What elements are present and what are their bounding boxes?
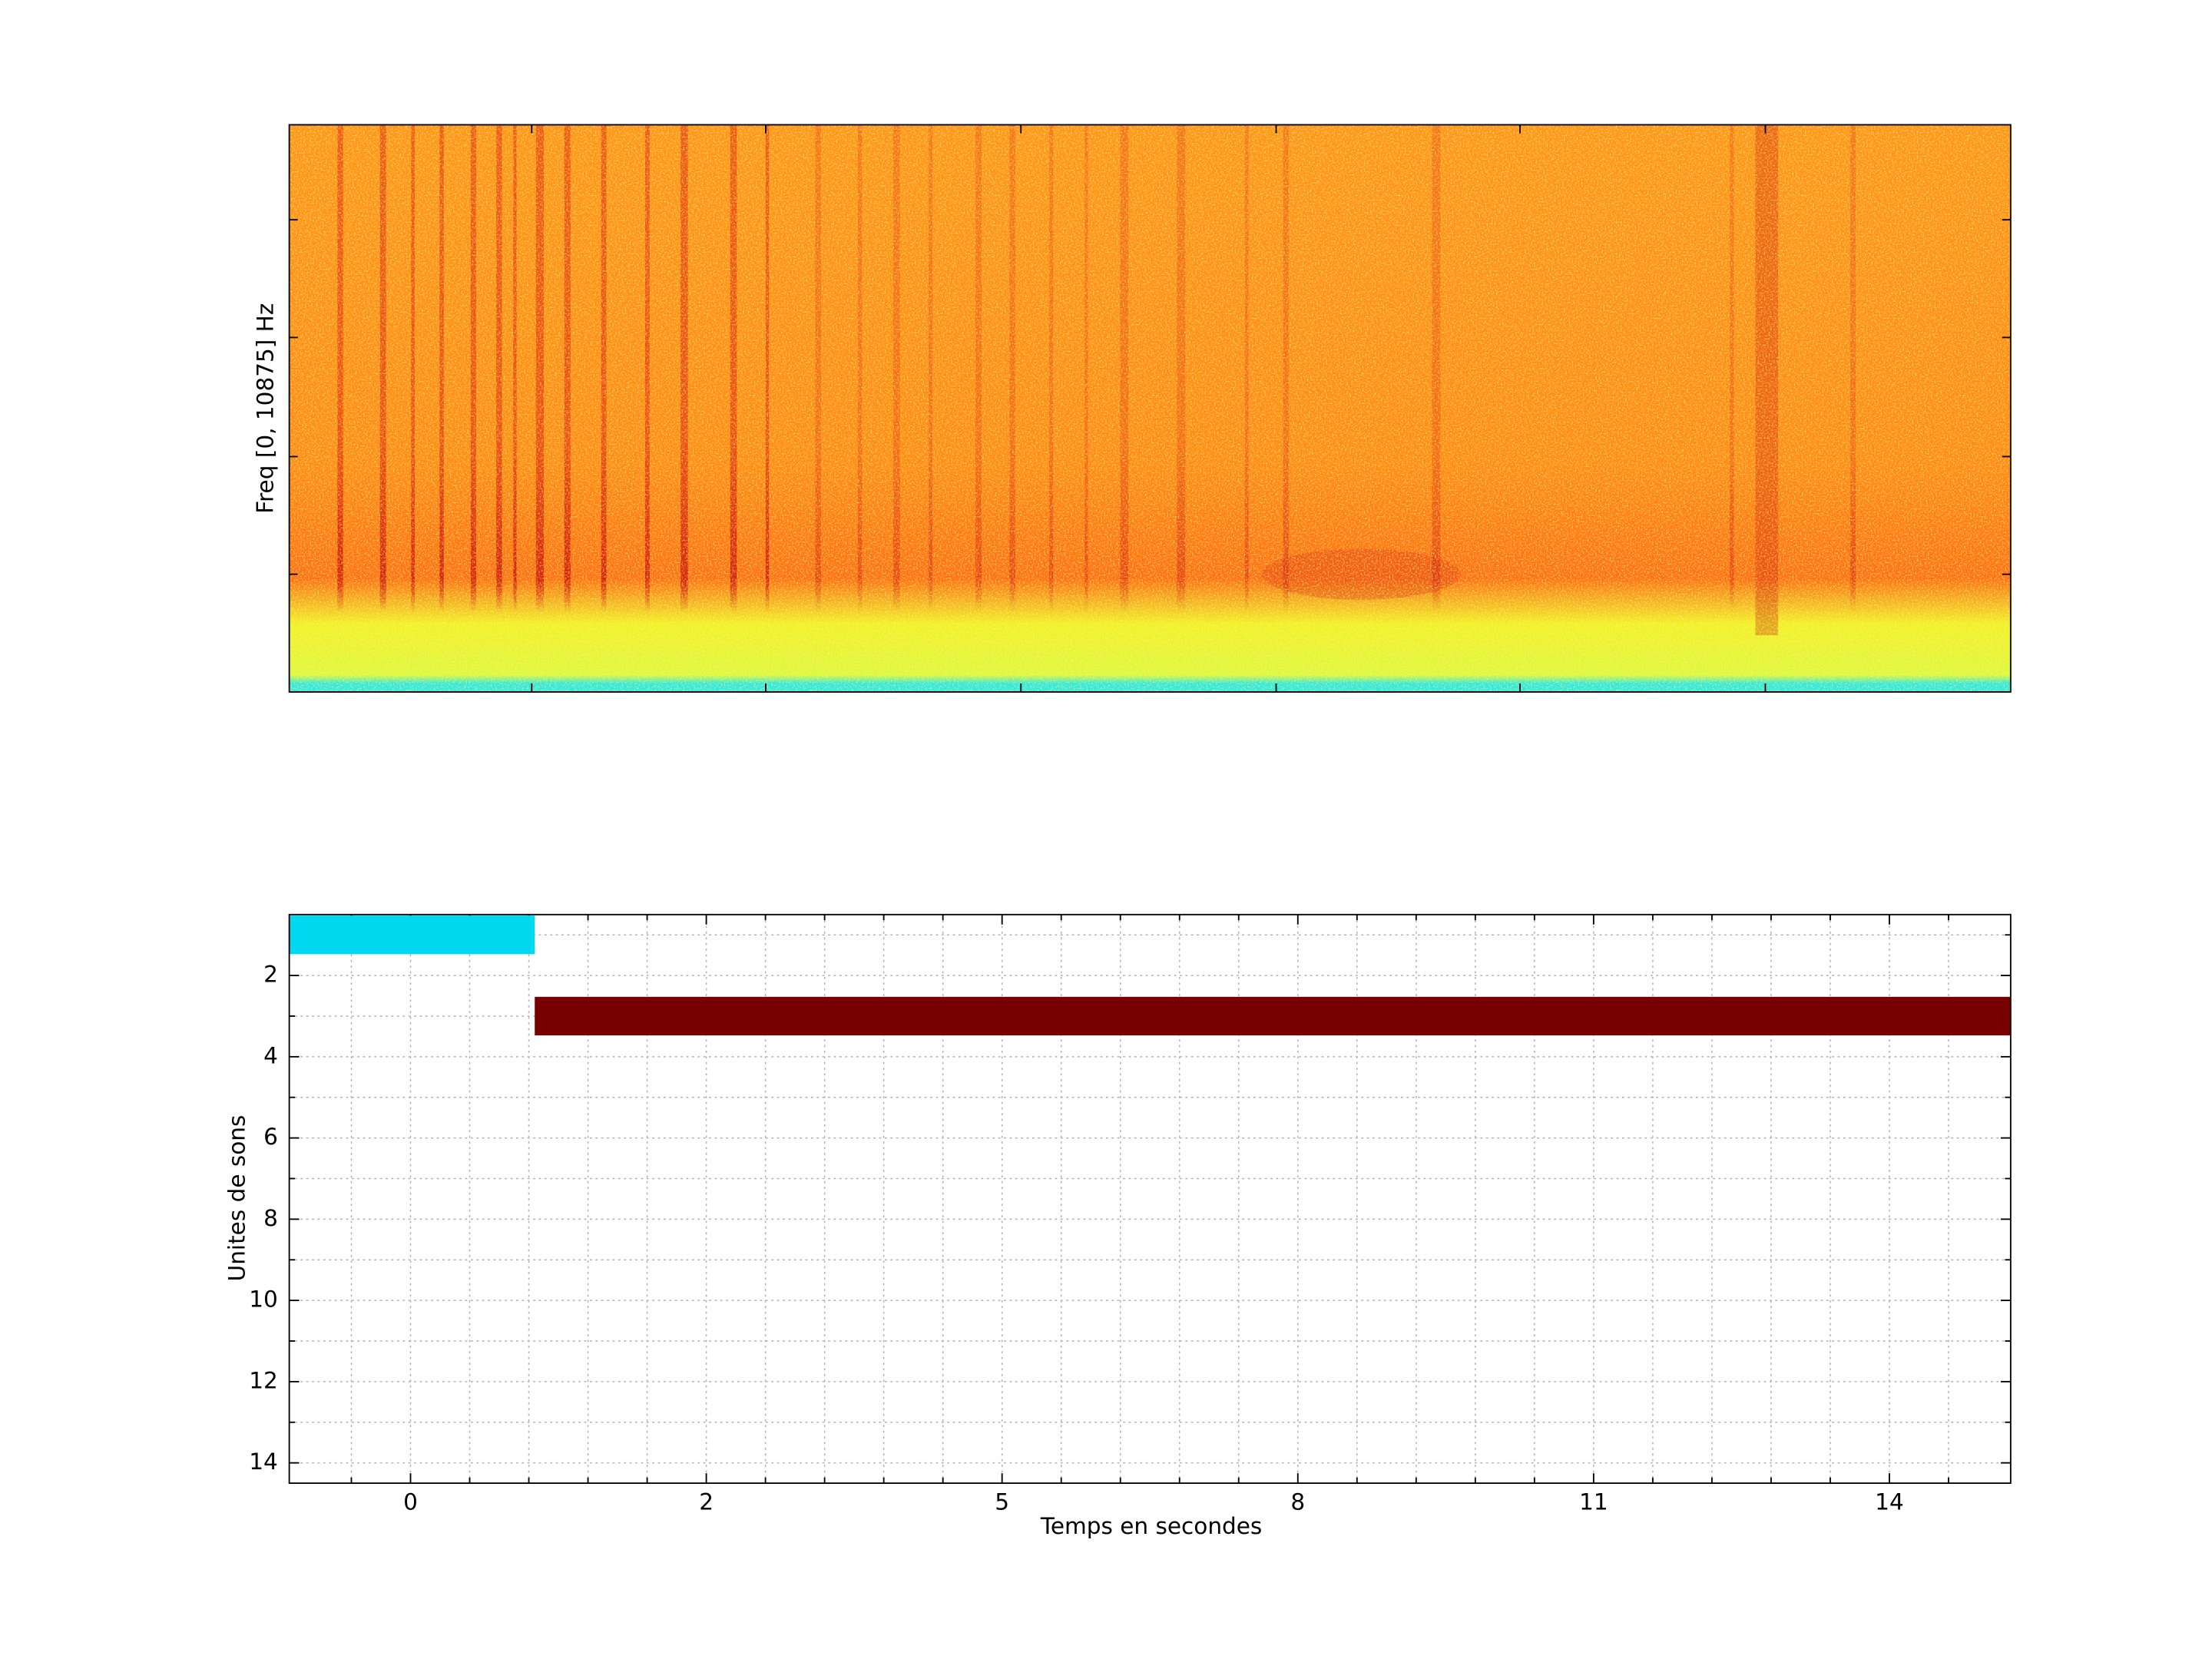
x-tick-label: 11: [1579, 1488, 1608, 1515]
spectrogram: [289, 124, 2011, 692]
y-tick-label: 4: [263, 1042, 278, 1068]
bar: [289, 916, 535, 955]
plot-frame: [288, 913, 2012, 1484]
x-tick-label: 14: [1875, 1488, 1904, 1515]
x-tick-label: 0: [403, 1488, 418, 1515]
gantt-plot: 0 2 5 8 11 14 2 4 6 8 10 12 14: [249, 913, 2012, 1515]
y-axis-label: Freq [0, 10875] Hz: [253, 303, 279, 514]
y-tick-label: 6: [263, 1124, 278, 1150]
bar: [535, 996, 2011, 1036]
x-axis-label: Temps en secondes: [1040, 1513, 1262, 1539]
y-tick-label: 8: [263, 1205, 278, 1231]
x-tick-label: 8: [1290, 1488, 1305, 1515]
y-tick-label: 10: [249, 1286, 278, 1313]
y-axis-label: Unites de sons: [224, 1115, 250, 1282]
y-tick-label: 14: [249, 1449, 278, 1475]
x-tick-label: 2: [699, 1488, 714, 1515]
y-tick-label: 2: [263, 962, 278, 988]
spectrogram-frame: [288, 124, 2012, 693]
x-tick-label: 5: [995, 1488, 1009, 1515]
y-tick-label: 12: [249, 1367, 278, 1393]
spectrogram-noise: [289, 124, 2011, 692]
